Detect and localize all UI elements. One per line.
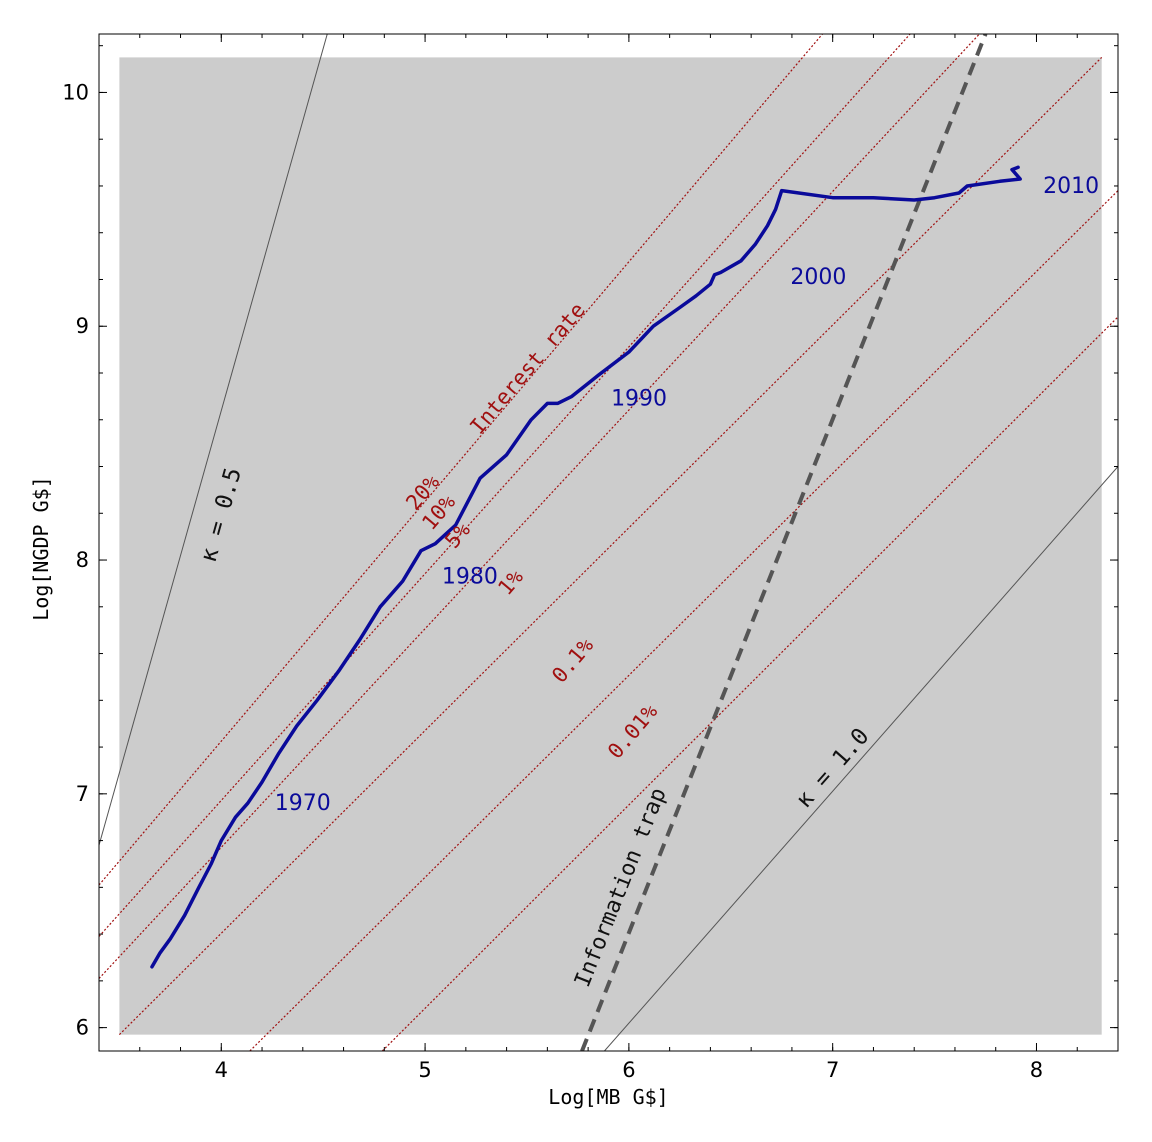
x-tick-label: 4: [215, 1058, 228, 1082]
rate-line-2: [99, 34, 980, 979]
kappa-line-1: [604, 466, 1118, 1051]
year-label: 1990: [611, 387, 667, 412]
axis-ticks: 4 5 6 7 8 6 7 8 9 10: [62, 34, 1118, 1082]
information-trap-line: [580, 34, 988, 1051]
rate-line-5: [381, 316, 1118, 1051]
y-axis-title: Log[NGDP G$]: [29, 476, 53, 621]
year-label: 2000: [790, 265, 846, 290]
year-label: 2010: [1043, 174, 1099, 199]
kappa-lines: [99, 34, 1118, 1051]
x-tick-label: 8: [1030, 1058, 1043, 1082]
y-tick-label: 10: [62, 80, 89, 104]
x-tick-label: 5: [418, 1058, 431, 1082]
rate-lines: [99, 34, 1118, 1051]
year-label: 1970: [275, 791, 331, 816]
trap-line-group: [580, 34, 988, 1051]
x-tick-label: 7: [826, 1058, 839, 1082]
y-tick-label: 8: [76, 548, 89, 572]
y-tick-label: 9: [76, 314, 89, 338]
y-tick-label: 7: [76, 782, 89, 806]
series-line: [150, 165, 1022, 969]
x-axis-title: Log[MB G$]: [548, 1085, 668, 1109]
year-label: 1980: [442, 564, 498, 589]
plot-frame: [98, 33, 1119, 1052]
x-tick-label: 6: [622, 1058, 635, 1082]
rate-line-3: [118, 56, 1103, 1036]
kappa-line-0: [99, 34, 328, 846]
series-group: [150, 165, 1022, 969]
y-tick-label: 6: [76, 1016, 89, 1040]
